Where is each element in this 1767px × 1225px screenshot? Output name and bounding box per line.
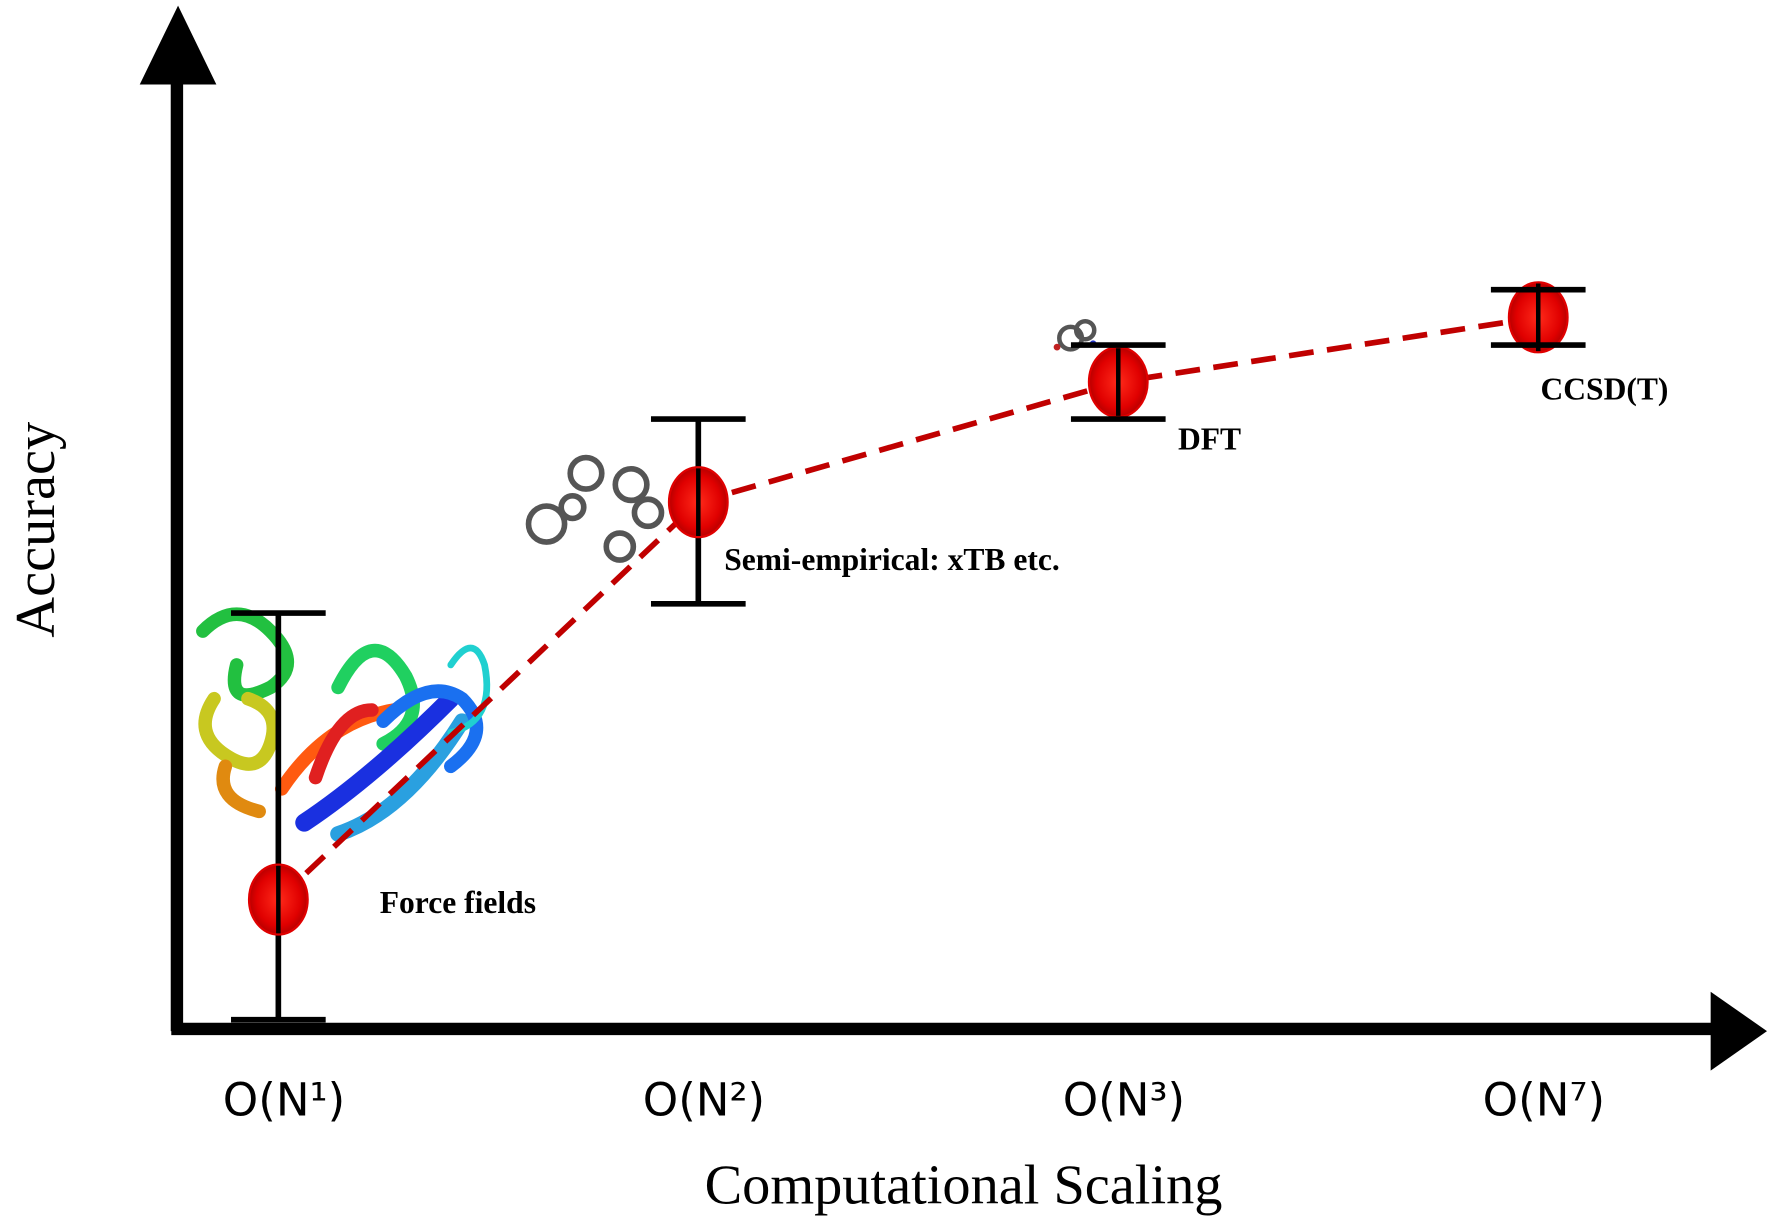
point-label: DFT xyxy=(1178,422,1241,457)
x-tick-label: O(N⁷) xyxy=(1483,1074,1605,1127)
protein-illustration xyxy=(196,607,491,842)
y-axis-label: Accuracy xyxy=(5,422,67,638)
y-axis-arrow xyxy=(139,5,217,85)
x-tick-label: O(N³) xyxy=(1063,1074,1185,1127)
point-label: CCSD(T) xyxy=(1540,372,1668,407)
point-label: Force fields xyxy=(380,885,536,920)
x-axis-label: Computational Scaling xyxy=(705,1155,1223,1217)
x-axis-arrow xyxy=(1710,991,1767,1071)
small-molecule xyxy=(1053,318,1097,352)
x-tick-label: O(N²) xyxy=(643,1074,765,1127)
trend-line xyxy=(276,314,1539,902)
point-label: Semi-empirical: xTB etc. xyxy=(724,542,1060,577)
molecule-illustration xyxy=(525,454,665,563)
x-tick-label: O(N¹) xyxy=(223,1074,345,1127)
